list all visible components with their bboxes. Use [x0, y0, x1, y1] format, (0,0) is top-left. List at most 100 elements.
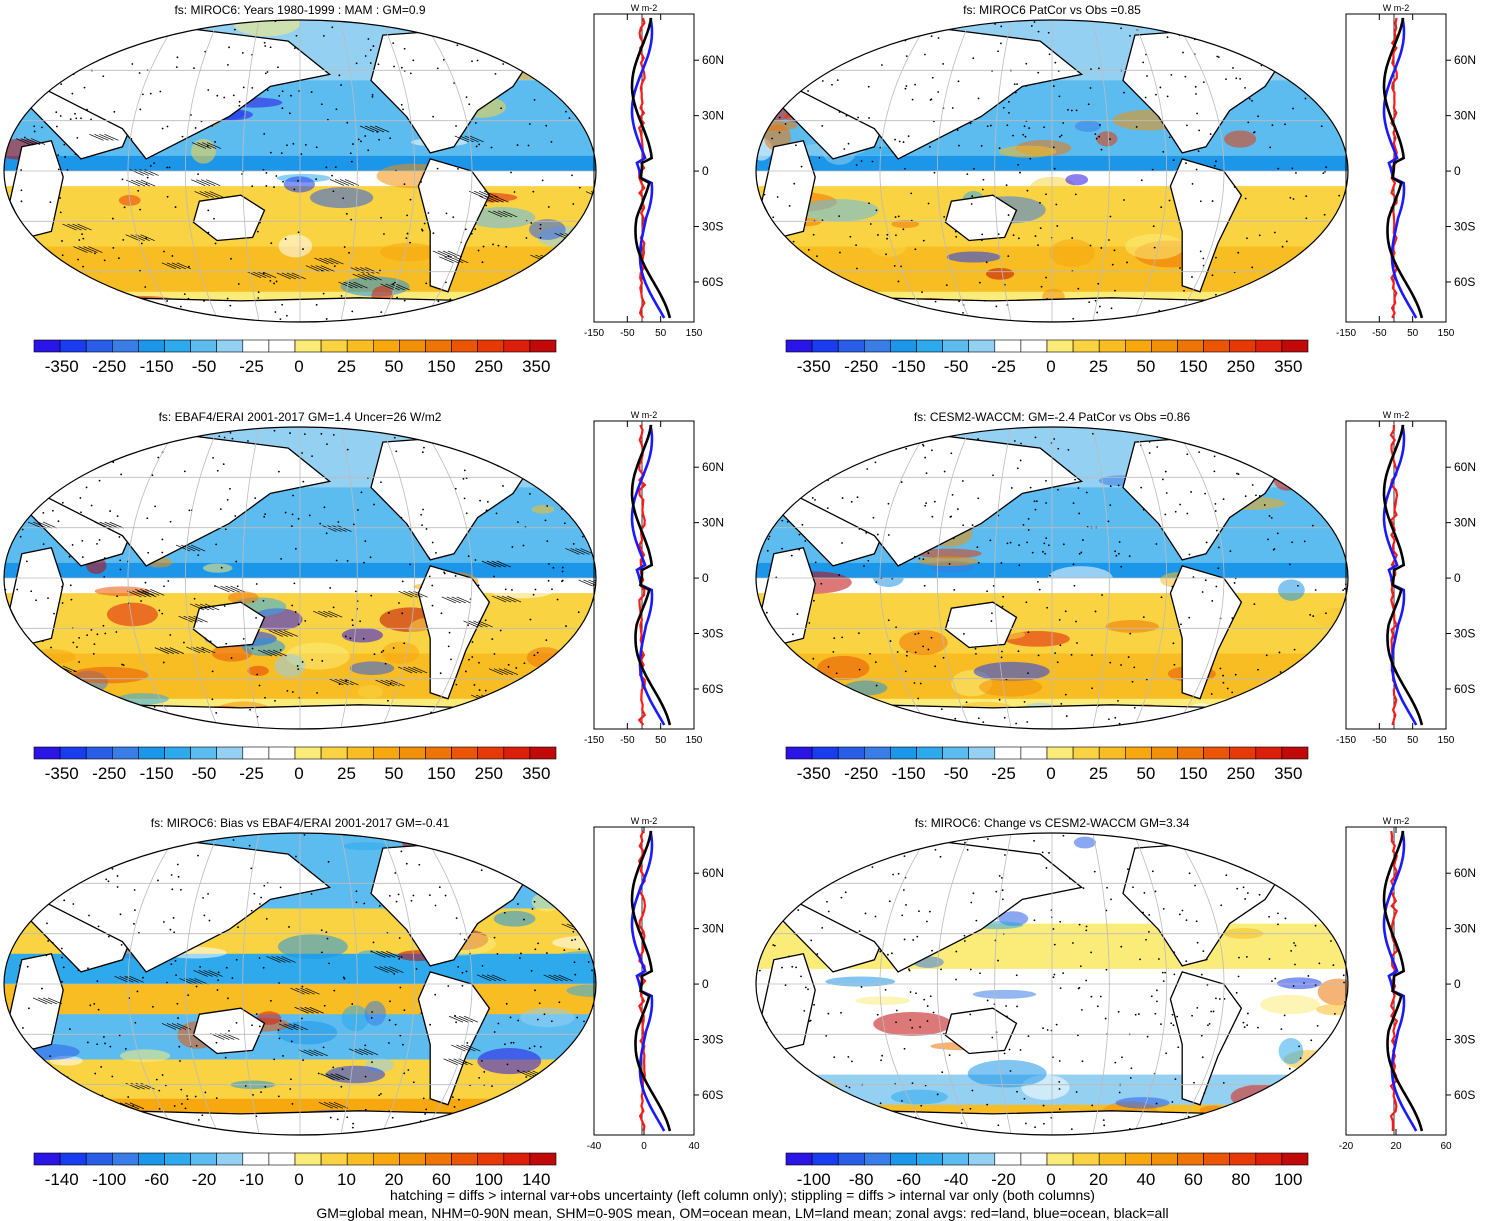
colorbar-tick-label: 10 — [337, 1170, 356, 1189]
continent-australia — [192, 601, 266, 649]
zonal-all-curve — [1382, 17, 1424, 319]
colorbar-tick-label: 20 — [1089, 1170, 1108, 1189]
zonal-unit-label: W m-2 — [1383, 410, 1410, 420]
colorbar-tick-label: 25 — [337, 764, 356, 783]
colorbar-tick-label: 80 — [1231, 1170, 1250, 1189]
zonal-tick-label: 150 — [686, 735, 703, 746]
footer-line-1: hatching = diffs > internal var+obs unce… — [390, 1187, 1095, 1203]
zonal-ocean-curve — [1382, 424, 1418, 726]
zonal-tick-label: -50 — [1372, 328, 1387, 339]
colorbar-tick-label: -150 — [892, 764, 926, 783]
continent-south-america — [1169, 158, 1243, 293]
colorbar-tick-label: -60 — [896, 1170, 921, 1189]
colorbar-tick-label: -50 — [944, 764, 969, 783]
colorbar-tick-label: -50 — [192, 764, 217, 783]
colorbar-tick-label: 0 — [1046, 357, 1055, 376]
colorbar-tick-label: 250 — [1227, 357, 1255, 376]
map-field — [756, 20, 1348, 322]
map-field — [4, 833, 596, 1135]
colorbar: -350 -250 -150 -50 -25 0 25 50 150 250 350 — [33, 339, 557, 376]
colorbar-tick-label: 50 — [1136, 764, 1155, 783]
colorbar-tick-label: 140 — [522, 1170, 550, 1189]
latitude-tick-label: 30N — [702, 516, 724, 530]
colorbar-tick-label: 0 — [294, 1170, 303, 1189]
colorbar: -350 -250 -150 -50 -25 0 25 50 150 250 350 — [33, 746, 557, 783]
colorbar-tick-label: -100 — [797, 1170, 831, 1189]
colorbar-tick-label: 20 — [384, 1170, 403, 1189]
latitude-tick-label: 60S — [702, 682, 723, 696]
colorbar: -100 -80 -60 -40 -20 0 20 40 60 80 100 — [785, 1152, 1309, 1189]
colorbar-tick-label: -350 — [797, 764, 831, 783]
zonal-mean-plot: W m-2 60N 30N 0 30S 60S -150 -50 50 150 — [1336, 3, 1476, 339]
zonal-tick-label: 150 — [1438, 328, 1455, 339]
latitude-tick-label: 60N — [1454, 866, 1476, 880]
colorbar: -350 -250 -150 -50 -25 0 25 50 150 250 350 — [785, 746, 1309, 783]
zonal-tick-label: -20 — [1339, 1141, 1354, 1152]
colorbar-tick-label: -25 — [239, 764, 264, 783]
latitude-tick-label: 60S — [702, 275, 723, 289]
colorbar-tick-label: -40 — [944, 1170, 969, 1189]
colorbar: -350 -250 -150 -50 -25 0 25 50 150 250 350 — [785, 339, 1309, 376]
panel-title: fs: MIROC6 PatCor vs Obs =0.85 — [963, 3, 1141, 17]
continent-south-america — [1169, 565, 1243, 700]
latitude-tick-label: 60S — [1454, 682, 1475, 696]
colorbar-tick-label: 25 — [1089, 764, 1108, 783]
zonal-ocean-curve — [1382, 17, 1418, 319]
colorbar-tick-label: 0 — [294, 357, 303, 376]
latitude-tick-label: 60S — [702, 1088, 723, 1102]
colorbar-tick-label: 250 — [475, 764, 503, 783]
colorbar-tick-label: 250 — [475, 357, 503, 376]
zonal-unit-label: W m-2 — [631, 3, 658, 13]
colorbar-tick-label: -25 — [239, 357, 264, 376]
map-field — [756, 427, 1348, 729]
latitude-tick-label: 60N — [1454, 53, 1476, 67]
colorbar-tick-label: 350 — [1274, 357, 1302, 376]
colorbar-tick-label: -20 — [991, 1170, 1016, 1189]
latitude-tick-label: 30S — [702, 1033, 723, 1047]
zonal-tick-label: 60 — [1440, 1141, 1452, 1152]
zonal-ocean-curve — [630, 424, 666, 726]
zonal-mean-plot: W m-2 60N 30N 0 30S 60S -150 -50 50 150 — [584, 410, 724, 746]
colorbar-tick-label: 350 — [522, 764, 550, 783]
colorbar-tick-label: -250 — [92, 764, 126, 783]
zonal-tick-label: 50 — [655, 735, 667, 746]
latitude-tick-label: 30N — [702, 109, 724, 123]
colorbar-tick-label: 25 — [337, 357, 356, 376]
colorbar-tick-label: 150 — [427, 357, 455, 376]
panel-title: fs: MIROC6: Years 1980-1999 : MAM : GM=0… — [174, 3, 426, 17]
latitude-tick-label: 30S — [1454, 220, 1475, 234]
zonal-tick-label: -150 — [1336, 328, 1356, 339]
continent-south-america — [417, 565, 491, 700]
zonal-all-curve — [1382, 830, 1424, 1132]
map-panel: W m-2 60N 30N 0 30S 60S -20 20 60 -100 -80 -60 -40 -2… — [755, 816, 1476, 1189]
colorbar-tick-label: -250 — [844, 764, 878, 783]
colorbar-tick-label: 60 — [432, 1170, 451, 1189]
colorbar-tick-label: 40 — [1136, 1170, 1155, 1189]
zonal-tick-label: 50 — [655, 328, 667, 339]
latitude-tick-label: 30N — [1454, 922, 1476, 936]
colorbar-tick-label: 150 — [1179, 764, 1207, 783]
zonal-tick-label: 50 — [1407, 328, 1419, 339]
colorbar-tick-label: -140 — [45, 1170, 79, 1189]
zonal-unit-label: W m-2 — [631, 410, 658, 420]
latitude-tick-label: 60N — [1454, 460, 1476, 474]
zonal-ocean-curve — [630, 830, 666, 1132]
zonal-tick-label: 20 — [1390, 1141, 1402, 1152]
colorbar-tick-label: 0 — [1046, 764, 1055, 783]
zonal-tick-label: 50 — [1407, 735, 1419, 746]
zonal-ocean-curve — [630, 17, 666, 319]
latitude-tick-label: 30S — [1454, 627, 1475, 641]
latitude-tick-label: 60N — [702, 866, 724, 880]
panel-title: fs: EBAF4/ERAI 2001-2017 GM=1.4 Uncer=26… — [158, 410, 442, 424]
colorbar-tick-label: 50 — [384, 357, 403, 376]
latitude-tick-label: 0 — [1454, 571, 1461, 585]
colorbar-tick-label: -350 — [797, 357, 831, 376]
zonal-all-curve — [630, 830, 672, 1132]
latitude-tick-label: 60N — [702, 53, 724, 67]
colorbar: -140 -100 -60 -20 -10 0 10 20 60 100 140 — [33, 1152, 557, 1189]
zonal-unit-label: W m-2 — [1383, 816, 1410, 826]
colorbar-tick-label: -50 — [192, 357, 217, 376]
